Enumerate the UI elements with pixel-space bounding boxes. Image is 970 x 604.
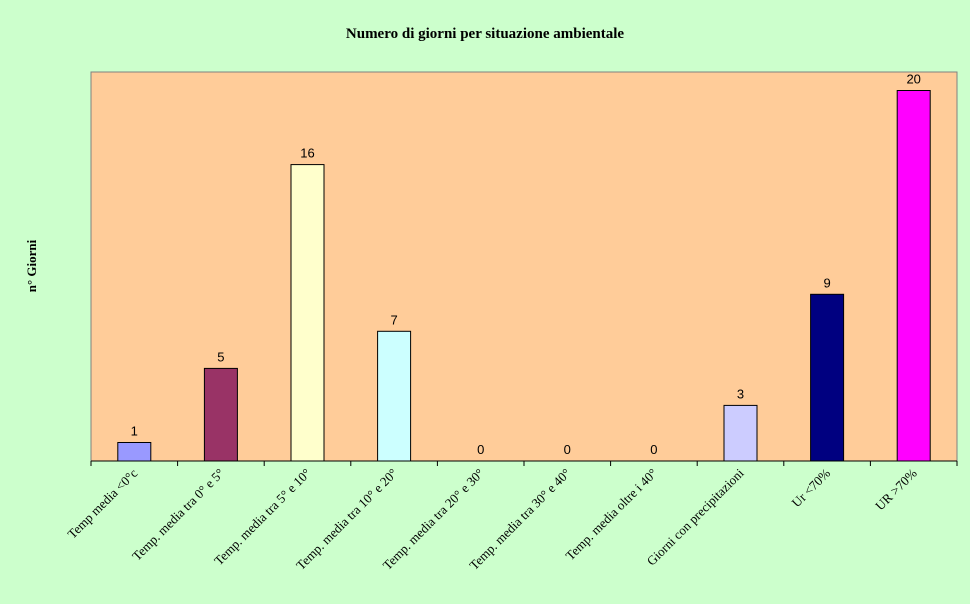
bars <box>117 90 931 462</box>
bar-3 <box>290 164 325 462</box>
bar-9 <box>810 293 845 462</box>
data-label-8: 3 <box>737 386 744 401</box>
data-labels: 1 5 16 7 0 0 0 3 9 20 <box>131 72 921 458</box>
tick-label-8: Giorni con precipitazioni <box>644 465 747 568</box>
data-label-7: 0 <box>650 442 657 457</box>
data-label-6: 0 <box>564 442 571 457</box>
data-label-9: 9 <box>823 275 830 290</box>
bar-1 <box>117 442 152 462</box>
tick-label-2: Temp. media tra 0° e 5° <box>129 466 227 564</box>
data-label-10: 20 <box>906 72 920 87</box>
data-label-3: 16 <box>300 146 314 161</box>
y-axis-label: n° Giorni <box>24 239 39 292</box>
tick-label-9: Ur <70% <box>789 465 834 510</box>
data-label-5: 0 <box>477 442 484 457</box>
tick-label-6: Temp. media tra 30° e 40° <box>466 466 573 573</box>
bar-2 <box>203 367 238 462</box>
data-label-2: 5 <box>217 349 224 364</box>
tick-label-3: Temp. media tra 5° e 10° <box>211 466 314 569</box>
tick-label-7: Temp. media oltre i 40° <box>562 466 660 564</box>
tick-label-10: UR >70% <box>872 465 920 513</box>
chart-title: Numero di giorni per situazione ambienta… <box>346 26 625 42</box>
data-label-1: 1 <box>131 424 138 439</box>
bar-10 <box>896 90 931 462</box>
bar-4 <box>377 330 412 462</box>
data-label-4: 7 <box>390 312 397 327</box>
bar-8 <box>723 404 758 462</box>
x-axis-ticks <box>90 461 958 466</box>
tick-label-1: Temp media <0°c <box>64 465 140 541</box>
